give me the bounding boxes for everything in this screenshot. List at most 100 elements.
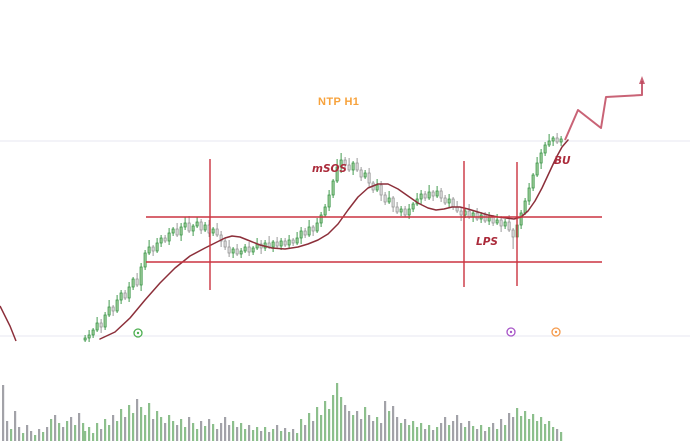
volume-layer [2,383,563,441]
candle-body [83,337,87,341]
marker-dot [509,330,513,334]
candle-body [167,232,171,242]
purple-circle-marker-icon[interactable] [506,327,516,337]
volume-bar [26,425,29,441]
volume-bar [284,428,287,441]
volume-bar [46,427,49,441]
volume-bar [400,423,403,441]
candle-body [171,228,175,234]
volume-bar [22,433,25,441]
candle-body [275,241,279,247]
volume-bar [78,413,81,441]
ma-line-left-tail[interactable] [0,305,17,342]
volume-bar [552,427,555,441]
candle-body [447,198,451,204]
volume-bar [84,431,87,441]
volume-bar [372,421,375,441]
candle-body [503,221,507,227]
projection-arrow[interactable] [564,76,645,141]
candle-body [223,240,227,248]
volume-bar [156,411,159,441]
candle-body [407,208,411,216]
volume-bar [240,423,243,441]
volume-bar [248,425,251,441]
candle-body [131,278,135,288]
candle-body [175,228,179,236]
annotation-bu[interactable]: BU [554,155,571,167]
candle-body [215,228,219,236]
volume-bar [236,427,239,441]
volume-bar [328,409,331,441]
volume-bar [184,427,187,441]
candle-body [387,197,391,203]
volume-bar [34,435,37,441]
candle-body [323,206,327,216]
candle-body [311,226,315,232]
candle-body [307,226,311,236]
annotation-msos[interactable]: mSOS [312,163,347,175]
volume-bar [500,419,503,441]
arrowhead-icon [639,76,645,84]
volume-bar [420,423,423,441]
volume-bar [304,425,307,441]
volume-bar [364,407,367,441]
volume-bar [360,419,363,441]
candle-body [327,194,331,208]
volume-bar [348,411,351,441]
candle-body [99,322,103,328]
volume-bar [440,423,443,441]
candle-body [375,184,379,191]
volume-bar [464,427,467,441]
volume-bar [148,403,151,441]
candle-body [555,137,559,143]
candle-body [303,230,307,236]
candle-body [147,246,151,254]
candle-body [391,197,395,208]
candle-body [379,184,383,196]
orange-circle-marker-icon[interactable] [551,327,561,337]
candle-body [423,193,427,199]
candle-body [179,226,183,236]
volume-bar [272,429,275,441]
volume-bar [436,427,439,441]
candle-body [491,216,495,224]
volume-bar [96,423,99,441]
projection-zigzag-line[interactable] [564,81,643,141]
candle-body [467,210,471,218]
annotation-lps[interactable]: LPS [476,236,498,248]
volume-bar [152,419,155,441]
volume-bar [10,429,13,441]
volume-bar [180,419,183,441]
volume-bar [376,417,379,441]
candle-body [107,306,111,316]
volume-bar [18,427,21,441]
volume-bar [58,423,61,441]
candle-body [347,164,351,171]
volume-bar [300,419,303,441]
candle-body [279,240,283,247]
candle-body [399,208,403,213]
candle-body [163,237,167,242]
candle-body [519,212,523,226]
ma-line[interactable] [99,139,569,340]
candle-body [427,191,431,199]
candle-body [403,208,407,216]
volume-bar [208,419,211,441]
volume-bar [212,424,215,441]
volume-bar [204,426,207,441]
symbol-timeframe-label[interactable]: NTP H1 [318,96,360,108]
candle-body [359,169,363,178]
candle-body [335,166,339,182]
candle-body [523,200,527,214]
volume-bar [260,431,263,441]
volume-bar [556,429,559,441]
volume-bar [484,431,487,441]
green-circle-marker-icon[interactable] [133,328,143,338]
volume-bar [128,405,131,441]
candle-body [115,299,119,312]
volume-bar [416,427,419,441]
candle-body [219,234,223,242]
candle-body [543,144,547,154]
